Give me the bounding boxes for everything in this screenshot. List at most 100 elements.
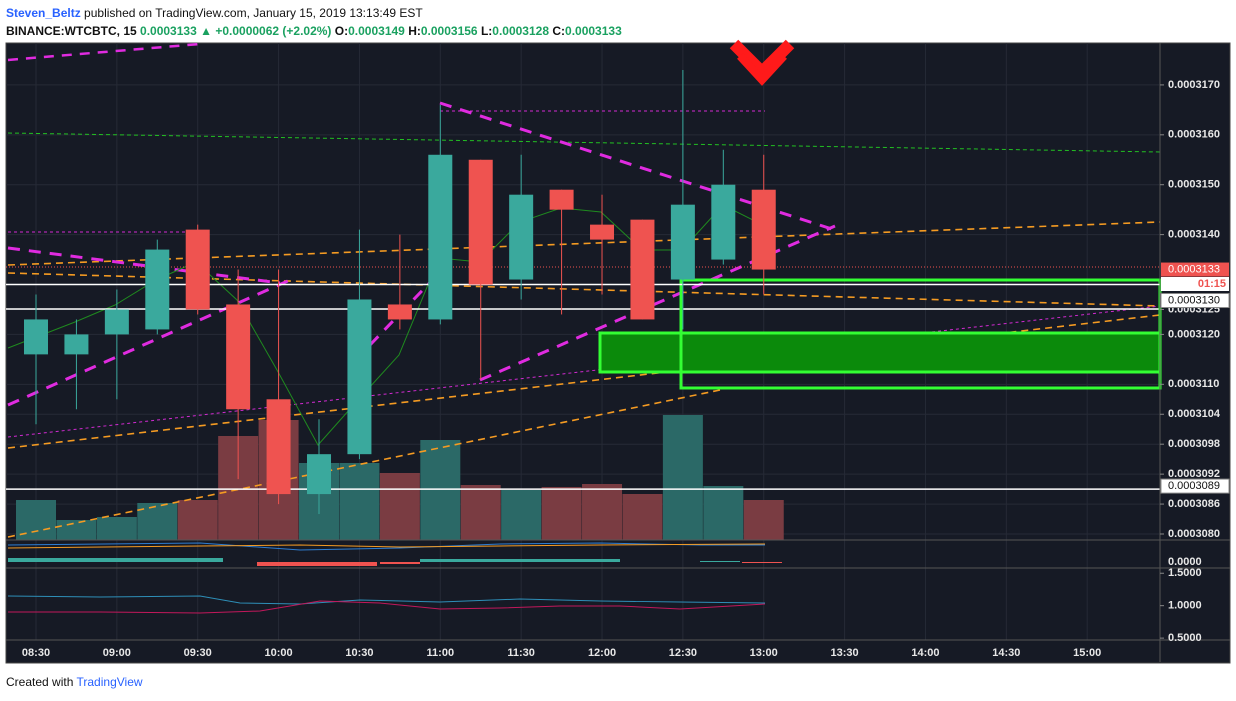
- price-label: 0.0003130: [1168, 294, 1220, 306]
- x-tick-label: 08:30: [22, 647, 50, 659]
- y-tick-label: 0.0003104: [1168, 408, 1221, 420]
- volume-bar: [177, 500, 218, 540]
- candle-body: [104, 309, 129, 335]
- volume-bar: [582, 484, 623, 540]
- trend-line: [7, 42, 201, 62]
- volume-bar: [662, 415, 703, 540]
- histogram-bar: [257, 562, 377, 566]
- up-arrow: ▲: [200, 24, 212, 38]
- arrow: [729, 39, 795, 81]
- volume-bar: [56, 520, 97, 540]
- y-tick-label: 0.0003140: [1168, 229, 1220, 241]
- x-tick-label: 11:30: [507, 647, 535, 659]
- h-label: H:: [408, 24, 421, 38]
- candle-body: [185, 229, 210, 310]
- indicator-line: [8, 600, 766, 614]
- l-value: 0.0003128: [492, 24, 549, 38]
- candles: [6, 69, 1160, 515]
- pane3-tick-label: 1.0000: [1168, 600, 1202, 612]
- trend-line: [7, 132, 1161, 153]
- indicator-line: [7, 595, 766, 605]
- y-tick-label: 0.0003120: [1168, 328, 1220, 340]
- candle-body: [468, 159, 493, 285]
- x-tick-label: 13:00: [750, 647, 778, 659]
- candle-body: [711, 184, 736, 260]
- x-tick-label: 09:00: [103, 647, 131, 659]
- candle-body: [549, 189, 574, 210]
- last: 0.0003133: [140, 24, 197, 38]
- h-value: 0.0003156: [420, 24, 478, 38]
- x-tick-label: 11:00: [427, 647, 455, 659]
- c-value: 0.0003133: [565, 24, 622, 38]
- x-tick-label: 14:30: [992, 647, 1020, 659]
- change: +0.0000062 (+2.02%): [215, 24, 332, 38]
- brand[interactable]: TradingView: [76, 675, 143, 689]
- candle-body: [64, 334, 89, 355]
- volume-bar: [420, 440, 461, 540]
- zone: [598, 331, 1162, 374]
- x-tick-label: 10:00: [265, 647, 293, 659]
- drawings: [6, 39, 1162, 538]
- countdown: 01:15: [1198, 278, 1226, 290]
- volume-bar: [96, 517, 137, 540]
- candle-body: [387, 304, 412, 320]
- price-label-box: [1160, 293, 1230, 309]
- y-tick-label: 0.0003092: [1168, 468, 1220, 480]
- volume-bar: [460, 485, 501, 540]
- volume-bar: [541, 487, 582, 540]
- x-tick-label: 13:30: [831, 647, 859, 659]
- header-line-1: Steven_Beltz published on TradingView.co…: [6, 4, 622, 22]
- candle-body: [590, 224, 615, 240]
- candle-body: [670, 204, 695, 280]
- countdown-box: [1161, 277, 1229, 291]
- price-label-box: [1160, 478, 1230, 494]
- indicator-histogram: [8, 558, 740, 562]
- candle-body: [347, 299, 372, 455]
- c-label: C:: [552, 24, 566, 38]
- trend-line: [479, 224, 836, 382]
- candle-body: [428, 154, 453, 320]
- pane3-tick-label: 1.5000: [1168, 567, 1202, 579]
- published: published on TradingView.com, January 15…: [84, 6, 423, 20]
- candle-body: [751, 189, 776, 270]
- l-label: L:: [480, 24, 493, 38]
- symbol: BINANCE:WTCBTC, 15: [6, 24, 137, 38]
- arrow: [737, 53, 787, 86]
- author[interactable]: Steven_Beltz: [6, 6, 81, 20]
- histogram-bar: [742, 562, 782, 563]
- pane3-tick-label: 0.5000: [1168, 632, 1202, 644]
- indicator-histogram: [257, 562, 782, 566]
- y-tick-label: 0.0003080: [1168, 528, 1220, 540]
- header: Steven_Beltz published on TradingView.co…: [6, 4, 622, 40]
- price-label: 0.0003089: [1168, 480, 1220, 492]
- x-tick-label: 12:30: [669, 647, 697, 659]
- o-value: 0.0003149: [348, 24, 405, 38]
- volume-bar: [703, 486, 744, 540]
- y-tick-label: 0.0003170: [1168, 79, 1220, 91]
- x-tick-label: 09:30: [184, 647, 212, 659]
- trend-line: [7, 246, 281, 285]
- candle-body: [24, 319, 48, 355]
- last-price-box: [1161, 262, 1229, 277]
- histogram-bar: [8, 558, 223, 562]
- indicator-line: [7, 543, 766, 549]
- x-tick-label: 12:00: [588, 647, 616, 659]
- volume-bar: [339, 463, 380, 540]
- trend-line: [7, 278, 291, 407]
- y-tick-label: 0.0003086: [1168, 498, 1220, 510]
- o-label: O:: [334, 24, 349, 38]
- candle-body: [226, 304, 251, 410]
- histogram-bar: [700, 561, 740, 562]
- candle-body: [145, 249, 170, 330]
- created: Created with: [6, 675, 74, 689]
- volume-bar: [501, 490, 542, 540]
- footer: Created with TradingView: [6, 675, 143, 689]
- volume-bar: [379, 473, 420, 540]
- y-tick-label: 0.0003160: [1168, 129, 1220, 141]
- candle-body: [630, 219, 655, 320]
- chart: 0.0003170 0.0003160 0.0003150 0.0003140 0.00…: [5, 39, 1231, 664]
- x-tick-label: 14:00: [911, 647, 939, 659]
- volume-bar: [622, 494, 663, 540]
- y-tick-label: 0.0003110: [1168, 378, 1219, 390]
- header-line-2: BINANCE:WTCBTC, 15 0.0003133 ▲ +0.000006…: [6, 22, 622, 40]
